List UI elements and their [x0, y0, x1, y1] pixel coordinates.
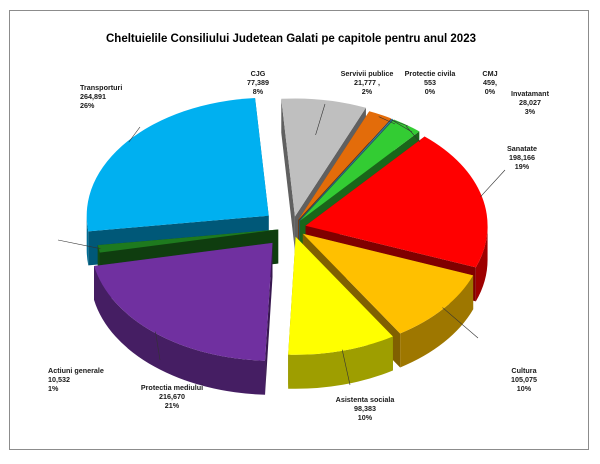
slice-percent-1: 2% — [362, 87, 373, 96]
leader-line-9 — [57, 239, 101, 250]
pie-slice-5-rim — [475, 225, 488, 302]
slice-value-5: 198,166 — [509, 153, 535, 162]
pie-slice-6-top — [302, 233, 474, 334]
leader-line-10 — [128, 126, 141, 143]
slice-label-8: Protectia mediului 216,670 21% — [141, 383, 203, 410]
chart-title: Cheltuielile Consiliului Judetean Galati… — [106, 33, 476, 45]
slice-category-6: Cultura — [511, 366, 537, 375]
leader-line-1 — [378, 116, 396, 125]
pie-slice-3-top — [299, 118, 393, 221]
slice-value-9: 10,532 — [48, 375, 70, 384]
pie-slice-10-rim — [86, 215, 89, 266]
slice-category-8: Protectia mediului — [141, 383, 203, 392]
leader-line-2 — [391, 119, 409, 127]
slice-category-4: Invatamant — [511, 89, 550, 98]
slice-value-1: 21,777 , — [354, 78, 380, 87]
pie-slice-8-rim — [94, 265, 266, 395]
slice-percent-4: 3% — [525, 107, 536, 116]
slice-percent-5: 19% — [515, 162, 530, 171]
slice-label-10: Transporturi 264,891 26% — [80, 83, 122, 110]
pie-slice-10-top — [86, 98, 269, 232]
slice-label-7: Asistenta sociala 98,383 10% — [336, 395, 396, 422]
leader-line-3 — [391, 119, 413, 133]
leader-lines — [57, 103, 506, 386]
slice-value-3: 459, — [483, 78, 497, 87]
slice-percent-2: 0% — [425, 87, 436, 96]
pie-slice-8-top — [94, 242, 273, 361]
leader-line-5 — [480, 169, 506, 198]
pie-slice-2-top — [299, 118, 393, 221]
slice-value-8: 216,670 — [159, 392, 185, 401]
slice-percent-8: 21% — [165, 401, 180, 410]
slice-percent-0: 8% — [253, 87, 264, 96]
pie-slice-7 — [288, 236, 393, 389]
pie-slice-6-rim — [400, 275, 474, 368]
slice-value-7: 98,383 — [354, 404, 376, 413]
slice-percent-6: 10% — [517, 384, 532, 393]
leader-line-8 — [155, 331, 161, 361]
pie-slices — [86, 98, 488, 395]
slice-category-9: Actiuni generale — [48, 366, 104, 375]
slice-value-10: 264,891 — [80, 92, 106, 101]
slice-label-2: Protectie civila 553 0% — [405, 69, 457, 96]
pie-slice-7-rim — [288, 336, 393, 389]
slice-label-6: Cultura 105,075 10% — [511, 366, 538, 393]
slice-label-3: CMJ 459, 0% — [482, 69, 497, 96]
pie-slice-4-top — [300, 119, 420, 221]
leader-line-6 — [442, 307, 479, 339]
leader-line-4 — [405, 125, 421, 143]
slice-category-10: Transporturi — [80, 83, 122, 92]
slice-label-1: Servivii publice 21,777 , 2% — [341, 69, 394, 96]
slice-value-2: 553 — [424, 78, 436, 87]
slice-category-0: CJG — [251, 69, 266, 78]
slice-label-4: Invatamant 28,027 3% — [511, 89, 550, 116]
slice-percent-7: 10% — [358, 413, 373, 422]
slice-label-0: CJG 77,389 8% — [247, 69, 269, 96]
slice-percent-9: 1% — [48, 384, 59, 393]
leader-line-7 — [341, 349, 351, 386]
pie-slice-8 — [94, 242, 273, 395]
slice-category-7: Asistenta sociala — [336, 395, 396, 404]
slice-value-0: 77,389 — [247, 78, 269, 87]
pie-slice-1-top — [298, 111, 392, 220]
slice-category-1: Servivii publice — [341, 69, 394, 78]
slice-label-9: Actiuni generale 10,532 1% — [48, 366, 104, 393]
pie-slice-7-top — [288, 236, 393, 355]
slice-value-6: 105,075 — [511, 375, 537, 384]
pie-slice-9-top — [97, 229, 279, 253]
pie-slice-5-top — [305, 136, 488, 268]
slice-value-4: 28,027 — [519, 98, 541, 107]
slice-percent-10: 26% — [80, 101, 95, 110]
pie-slice-0-wall-0 — [281, 98, 295, 251]
slice-labels: CJG 77,389 8% Servivii publice 21,777 , 2% Pro… — [48, 69, 550, 422]
slice-label-5: Sanatate 198,166 19% — [507, 144, 537, 171]
pie-slice-0-top — [281, 98, 366, 217]
slice-category-5: Sanatate — [507, 144, 537, 153]
leader-line-0 — [315, 103, 326, 136]
slice-percent-3: 0% — [485, 87, 496, 96]
slice-category-3: CMJ — [482, 69, 497, 78]
pie-slice-8-wall-0 — [265, 242, 273, 395]
slice-category-2: Protectie civila — [405, 69, 457, 78]
